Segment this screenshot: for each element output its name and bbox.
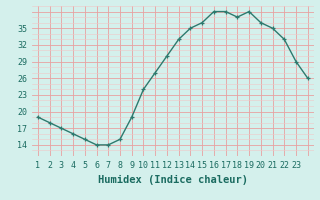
X-axis label: Humidex (Indice chaleur): Humidex (Indice chaleur) xyxy=(98,175,248,185)
